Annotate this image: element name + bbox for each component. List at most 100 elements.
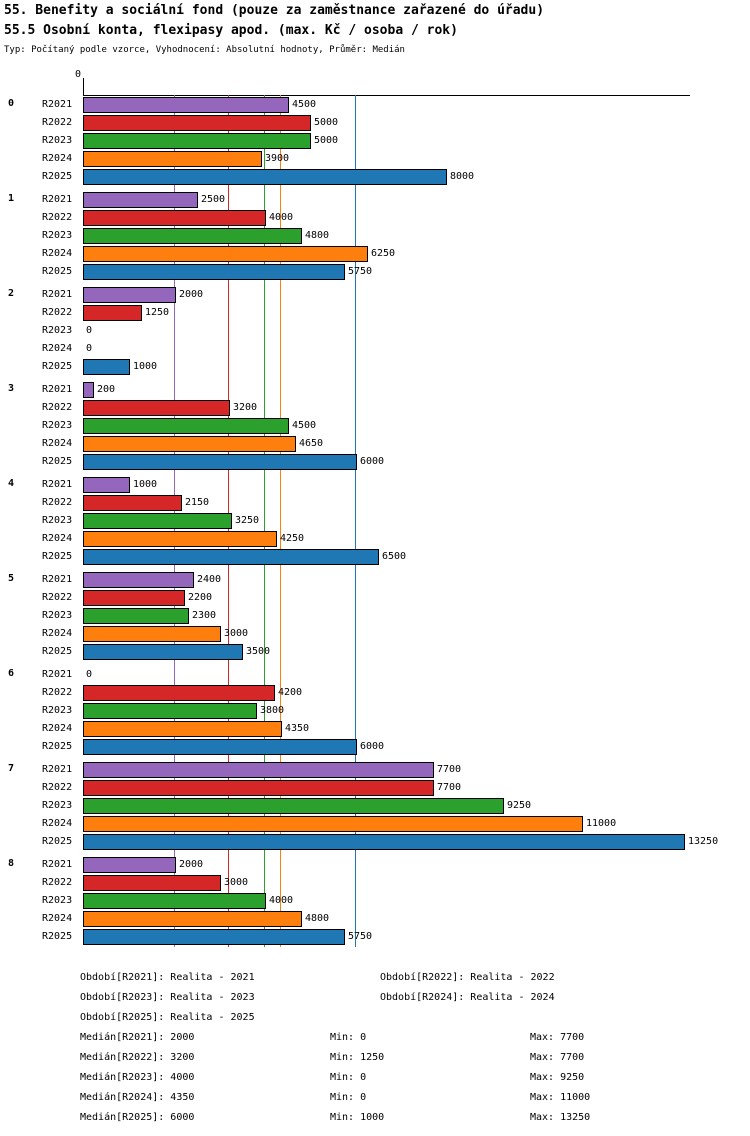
bar-value-label: 8000 [450, 171, 475, 182]
bar-R2023-group-1 [83, 228, 302, 244]
page-title: 55. Benefity a sociální fond (pouze za z… [4, 3, 545, 18]
series-label-R2024: R2024 [42, 343, 73, 354]
bar-R2022-group-7 [83, 780, 434, 796]
bar-value-label: 4500 [292, 420, 317, 431]
stat-median: Medián[R2025]: 6000 [80, 1112, 195, 1123]
bar-R2024-group-3 [83, 436, 296, 452]
bar-value-label: 5000 [314, 135, 339, 146]
bar-R2021-group-4 [83, 477, 130, 493]
bar-value-label: 3000 [224, 877, 249, 888]
bar-R2022-group-1 [83, 210, 266, 226]
bar-value-label: 7700 [437, 782, 462, 793]
bar-R2023-group-5 [83, 608, 189, 624]
bar-value-label: 11000 [586, 818, 617, 829]
series-label-R2022: R2022 [42, 497, 73, 508]
series-label-R2022: R2022 [42, 212, 73, 223]
bar-R2021-group-0 [83, 97, 289, 113]
bar-value-label: 6000 [360, 456, 385, 467]
median-line-R2024 [279, 95, 281, 947]
series-label-R2022: R2022 [42, 877, 73, 888]
stat-max: Max: 9250 [530, 1072, 585, 1083]
series-label-R2025: R2025 [42, 551, 73, 562]
bar-R2021-group-8 [83, 857, 176, 873]
group-label-1: 1 [8, 193, 15, 204]
series-label-R2025: R2025 [42, 836, 73, 847]
bar-value-label: 2500 [201, 194, 226, 205]
bar-value-label: 4250 [280, 533, 305, 544]
series-label-R2021: R2021 [42, 384, 73, 395]
stat-min: Min: 0 [330, 1072, 367, 1083]
series-label-R2024: R2024 [42, 533, 73, 544]
bar-value-label: 3500 [246, 646, 271, 657]
bar-value-label: 1000 [133, 479, 158, 490]
stat-max: Max: 7700 [530, 1052, 585, 1063]
bar-value-label: 6250 [371, 248, 396, 259]
series-label-R2025: R2025 [42, 646, 73, 657]
bar-value-label: 4650 [299, 438, 324, 449]
series-label-R2024: R2024 [42, 248, 73, 259]
stat-max: Max: 7700 [530, 1032, 585, 1043]
bar-value-label: 3000 [224, 628, 249, 639]
bar-R2022-group-2 [83, 305, 142, 321]
stat-median: Medián[R2023]: 4000 [80, 1072, 195, 1083]
bar-value-label: 3900 [265, 153, 290, 164]
stat-min: Min: 0 [330, 1092, 367, 1103]
bar-R2025-group-6 [83, 739, 357, 755]
bar-value-label: 2200 [188, 592, 213, 603]
bar-value-label: 4800 [305, 913, 330, 924]
median-line-R2025 [354, 95, 356, 947]
series-label-R2023: R2023 [42, 610, 73, 621]
legend-item-4: Období[R2025]: Realita - 2025 [80, 1012, 255, 1023]
bar-R2022-group-4 [83, 495, 182, 511]
bar-value-label: 200 [97, 384, 116, 395]
bar-value-label: 2000 [179, 859, 204, 870]
bar-value-label: 7700 [437, 764, 462, 775]
bar-R2025-group-8 [83, 929, 345, 945]
legend-item-2: Období[R2023]: Realita - 2023 [80, 992, 255, 1003]
series-label-R2024: R2024 [42, 628, 73, 639]
group-label-3: 3 [8, 383, 15, 394]
bar-R2025-group-1 [83, 264, 345, 280]
bar-value-label: 0 [86, 343, 93, 354]
bar-value-label: 2300 [192, 610, 217, 621]
series-label-R2022: R2022 [42, 687, 73, 698]
bar-value-label: 1000 [133, 361, 158, 372]
bar-value-label: 0 [86, 325, 93, 336]
bar-value-label: 5750 [348, 266, 373, 277]
bar-value-label: 4500 [292, 99, 317, 110]
stat-median: Medián[R2021]: 2000 [80, 1032, 195, 1043]
bar-value-label: 0 [86, 669, 93, 680]
legend-item-3: Období[R2024]: Realita - 2024 [380, 992, 555, 1003]
series-label-R2023: R2023 [42, 135, 73, 146]
series-label-R2024: R2024 [42, 818, 73, 829]
group-label-6: 6 [8, 668, 15, 679]
axis-zero-label: 0 [75, 69, 82, 80]
series-label-R2024: R2024 [42, 723, 73, 734]
group-label-4: 4 [8, 478, 15, 489]
median-line-R2023 [264, 95, 266, 947]
bar-R2024-group-5 [83, 626, 221, 642]
bar-R2023-group-3 [83, 418, 289, 434]
bar-value-label: 9250 [507, 800, 532, 811]
bar-value-label: 6500 [382, 551, 407, 562]
bar-R2024-group-8 [83, 911, 302, 927]
bar-R2025-group-3 [83, 454, 357, 470]
series-label-R2021: R2021 [42, 669, 73, 680]
bar-R2021-group-1 [83, 192, 198, 208]
bar-R2021-group-7 [83, 762, 434, 778]
stat-min: Min: 1250 [330, 1052, 385, 1063]
bar-R2023-group-7 [83, 798, 504, 814]
bar-R2021-group-3 [83, 382, 94, 398]
stat-min: Min: 1000 [330, 1112, 385, 1123]
legend-item-0: Období[R2021]: Realita - 2021 [80, 972, 255, 983]
bar-value-label: 5750 [348, 931, 373, 942]
bar-R2024-group-0 [83, 151, 262, 167]
bar-R2025-group-5 [83, 644, 243, 660]
group-label-8: 8 [8, 858, 15, 869]
bar-value-label: 3800 [260, 705, 285, 716]
series-label-R2023: R2023 [42, 515, 73, 526]
bar-value-label: 13250 [688, 836, 719, 847]
bar-R2023-group-6 [83, 703, 257, 719]
bar-value-label: 3250 [235, 515, 260, 526]
